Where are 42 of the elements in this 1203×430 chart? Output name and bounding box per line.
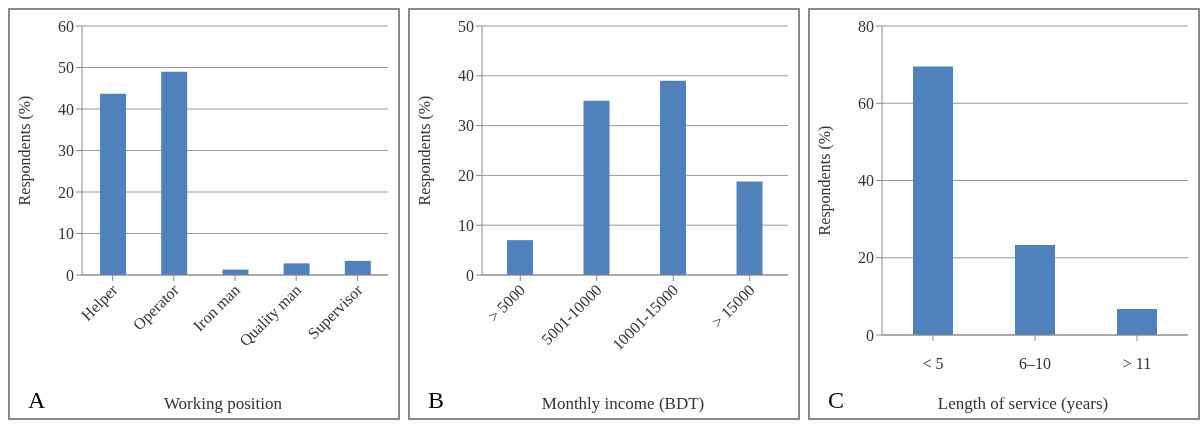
text: C [828, 387, 845, 413]
bar [344, 260, 371, 275]
y-tick-label: 10 [458, 216, 474, 234]
bar [283, 263, 310, 275]
y-tick-label: 40 [458, 67, 474, 85]
x-tick-label: > 11 [1122, 355, 1152, 372]
y-tick-label: 60 [58, 17, 74, 35]
y-tick-label: 50 [58, 59, 74, 77]
bar [583, 100, 610, 275]
y-tick-label: 0 [466, 266, 474, 284]
bar [100, 93, 126, 275]
text: B [428, 387, 445, 413]
y-tick-label: 0 [66, 266, 74, 284]
bar [1117, 309, 1157, 335]
bar [913, 66, 953, 335]
y-tick-label: 40 [58, 100, 74, 118]
y-axis-title: Respondents (%) [15, 95, 34, 206]
y-tick-label: 0 [866, 326, 874, 344]
y-tick-label: 80 [858, 17, 874, 35]
y-tick-label: 50 [458, 17, 474, 35]
x-tick-label: Iron man [189, 281, 244, 335]
y-tick-label: 20 [58, 183, 74, 201]
y-axis-title: Respondents (%) [815, 125, 834, 236]
y-tick-label: 30 [458, 117, 474, 135]
bar [161, 71, 188, 275]
x-axis-title: Length of service (years) [936, 394, 1110, 414]
x-tick-label: < 5 [922, 355, 944, 372]
y-tick-label: 30 [58, 142, 74, 160]
x-axis-title: Monthly income (BDT) [540, 394, 706, 414]
y-tick-label: 20 [858, 249, 874, 267]
x-axis-title: Working position [162, 394, 284, 414]
bar [660, 80, 686, 275]
y-tick-label: 40 [858, 172, 874, 190]
y-axis-title: Respondents (%) [415, 95, 434, 206]
text: A [28, 387, 46, 413]
y-tick-label: 10 [58, 225, 74, 243]
y-tick-label: 60 [858, 94, 874, 112]
bar [736, 181, 763, 275]
x-tick-label: 6–10 [1019, 355, 1051, 372]
bar [1015, 245, 1055, 335]
y-tick-label: 20 [458, 167, 474, 185]
bar [507, 240, 533, 275]
